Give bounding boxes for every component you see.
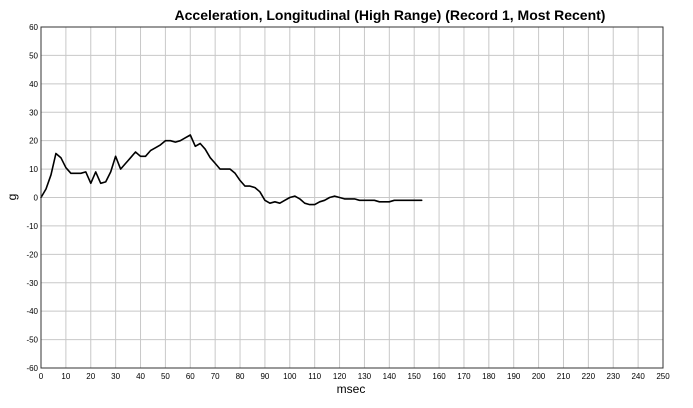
x-tick-label: 140 (383, 372, 397, 381)
y-tick-label: 0 (34, 194, 39, 203)
x-axis-label: msec (337, 382, 366, 396)
x-tick-label: 20 (86, 372, 95, 381)
y-axis-label: g (5, 194, 19, 201)
x-tick-label: 180 (482, 372, 496, 381)
x-tick-label: 130 (358, 372, 372, 381)
x-tick-label: 60 (186, 372, 195, 381)
x-tick-label: 240 (631, 372, 645, 381)
x-tick-label: 80 (236, 372, 245, 381)
plot-border (40, 26, 664, 369)
x-tick-label: 10 (61, 372, 70, 381)
y-tick-label: 10 (29, 165, 38, 174)
y-tick-label: -50 (26, 336, 38, 345)
x-tick-label: 160 (432, 372, 446, 381)
y-tick-label: -30 (26, 279, 38, 288)
x-tick-label: 40 (136, 372, 145, 381)
x-tick-label: 210 (557, 372, 571, 381)
x-tick-label: 250 (656, 372, 670, 381)
y-tick-label: 50 (29, 51, 38, 60)
y-tick-label: -20 (26, 250, 38, 259)
y-tick-label: -10 (26, 222, 38, 231)
x-tick-label: 200 (532, 372, 546, 381)
x-tick-label: 120 (333, 372, 347, 381)
series-layer (40, 134, 423, 206)
y-tick-label: 60 (29, 23, 38, 32)
y-axis-ticks: 60 50 40 30 20 10 0 -10 -20 -30 -40 -50 -60 (26, 23, 38, 373)
x-axis-ticks: 0 10 20 30 40 50 60 70 80 90 100 110 120 130 140 150 160… (39, 372, 670, 381)
x-tick-label: 100 (283, 372, 297, 381)
y-tick-label: 20 (29, 137, 38, 146)
x-tick-label: 110 (308, 372, 321, 381)
chart-title: Acceleration, Longitudinal (High Range) … (175, 7, 606, 23)
x-tick-label: 190 (507, 372, 521, 381)
x-tick-label: 90 (260, 372, 269, 381)
x-tick-label: 170 (457, 372, 471, 381)
y-tick-label: -60 (26, 364, 38, 373)
x-tick-label: 150 (408, 372, 422, 381)
grid-lines (40, 26, 664, 369)
x-tick-label: 220 (582, 372, 596, 381)
x-tick-label: 50 (161, 372, 170, 381)
series-line (40, 134, 423, 206)
x-tick-label: 0 (39, 372, 44, 381)
y-tick-label: 40 (29, 80, 38, 89)
y-tick-label: 30 (29, 108, 38, 117)
x-tick-label: 30 (111, 372, 120, 381)
x-tick-label: 70 (211, 372, 220, 381)
y-tick-label: -40 (26, 307, 38, 316)
x-tick-label: 230 (607, 372, 621, 381)
